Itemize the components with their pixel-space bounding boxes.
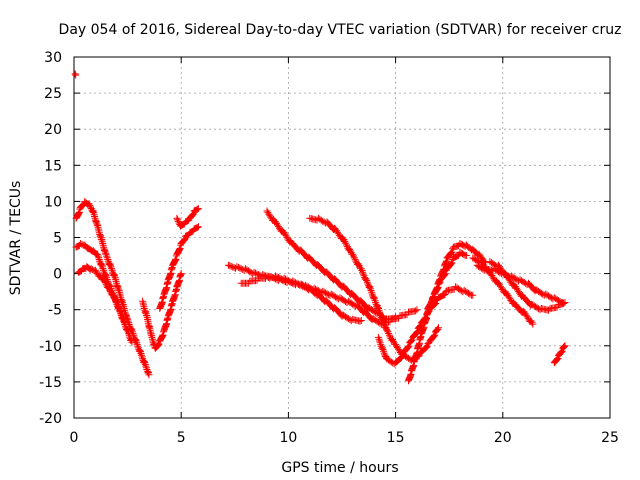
y-axis-label: SDTVAR / TECUs <box>8 181 24 296</box>
y-tick-label: 0 <box>53 267 62 283</box>
series-marks <box>486 258 569 314</box>
series-track-4 <box>74 263 129 328</box>
series-marks <box>173 205 202 230</box>
series-marks <box>156 223 202 312</box>
y-tick-label: 20 <box>44 122 62 138</box>
x-axis-label: GPS time / hours <box>281 460 398 476</box>
series-marks <box>237 272 365 325</box>
y-tick-label: -20 <box>39 411 62 427</box>
series-track-1 <box>71 70 80 79</box>
series-marks <box>139 270 185 352</box>
series-marks <box>550 342 569 367</box>
series-track-9 <box>237 272 365 325</box>
x-tick-label: 10 <box>279 430 297 446</box>
x-tick-label: 25 <box>601 430 619 446</box>
series-track-6 <box>156 223 202 312</box>
series-marks <box>424 248 470 312</box>
series-track-2 <box>72 198 153 379</box>
y-tick-label: -15 <box>39 375 62 391</box>
series-track-14 <box>424 248 470 312</box>
chart-title: Day 054 of 2016, Sidereal Day-to-day VTE… <box>59 22 622 38</box>
y-tick-label: 15 <box>44 158 62 174</box>
series-track-17 <box>486 258 569 314</box>
x-tick-label: 20 <box>494 430 512 446</box>
series-marks <box>71 70 80 79</box>
series-marks <box>74 263 129 328</box>
series-track-5 <box>139 270 185 352</box>
series-track-7 <box>173 205 202 230</box>
y-tick-label: 25 <box>44 86 62 102</box>
series-track-11 <box>306 214 442 364</box>
data-marks <box>71 70 569 385</box>
y-tick-label: 10 <box>44 194 62 210</box>
series-marks <box>306 214 442 364</box>
x-tick-label: 5 <box>177 430 186 446</box>
x-tick-label: 15 <box>387 430 405 446</box>
y-tick-label: 5 <box>53 231 62 247</box>
x-tick-label: 0 <box>70 430 79 446</box>
series-marks <box>72 198 153 379</box>
series-track-18 <box>550 342 569 367</box>
axis-ticks: 0 5 10 15 20 25 -20 -15 -10 -5 0 5 10 15 20 25 30 <box>39 50 619 446</box>
y-tick-label: -5 <box>48 303 62 319</box>
y-tick-label: 30 <box>44 50 62 66</box>
y-tick-label: -10 <box>39 339 62 355</box>
